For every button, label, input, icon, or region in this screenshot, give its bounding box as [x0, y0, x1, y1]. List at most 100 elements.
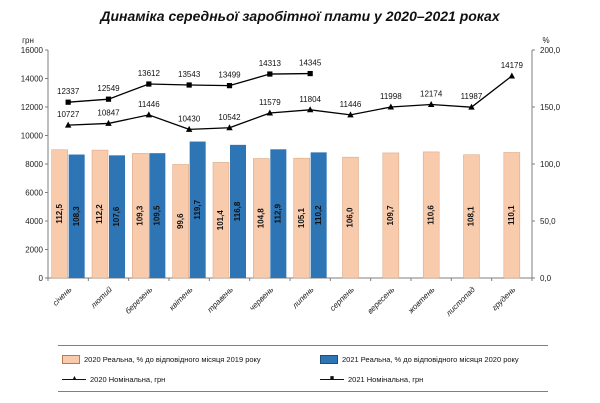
- y-right-tick-label: 0,0: [540, 274, 552, 283]
- x-tick-label: лютий: [88, 285, 114, 311]
- bar-label-2020-4: 101,4: [216, 210, 225, 231]
- line-point-2021-6: [307, 70, 313, 77]
- line-point-2020-7: [347, 111, 354, 118]
- line-point-2020-2: [145, 111, 153, 118]
- bar-label-2020-0: 112,5: [55, 204, 64, 224]
- line-label-2021-5: 14313: [259, 59, 282, 68]
- x-tick-label: жовтень: [406, 285, 437, 316]
- line-series-2020: [68, 75, 513, 131]
- line-point-2020-4: [226, 124, 233, 131]
- y-left-tick-label: 14000: [21, 75, 44, 84]
- bar-2021-0: [68, 154, 85, 278]
- legend-swatch-bar-2021: [320, 354, 338, 364]
- bar-2021-6: [310, 152, 327, 278]
- x-tick-label: листопад: [443, 285, 477, 319]
- y-left-tick-label: 8000: [25, 160, 43, 169]
- y-left-unit: грн: [22, 36, 34, 45]
- line-label-2020-4: 10542: [218, 113, 241, 122]
- y-left-tick-label: 10000: [21, 132, 44, 141]
- legend-label-line-2021: 2021 Номінальна, грн: [348, 374, 424, 384]
- x-tick-label: березень: [124, 285, 155, 316]
- line-label-2020-1: 10847: [97, 108, 120, 117]
- line-label-2021-1: 12549: [97, 84, 120, 93]
- line-point-2020-8: [387, 103, 395, 110]
- legend-top-rule: [58, 345, 548, 346]
- line-point-2021-2: [146, 81, 152, 87]
- legend-bottom-rule: [58, 391, 548, 392]
- bar-2020-11: [503, 152, 521, 279]
- line-point-2020-3: [185, 125, 193, 132]
- bar-label-2021-2: 109,5: [152, 205, 161, 226]
- x-tick-label: серпень: [328, 285, 356, 313]
- x-tick-label: червень: [248, 285, 276, 313]
- bar-label-2020-3: 99,6: [176, 213, 185, 229]
- bar-label-2020-11: 110,1: [507, 205, 516, 225]
- bar-label-2020-8: 109,7: [386, 205, 395, 226]
- bar-label-2020-7: 106,0: [346, 207, 355, 228]
- line-point-2021-1: [105, 96, 112, 102]
- y-left-tick-label: 0: [39, 274, 44, 283]
- y-right-tick-label: 50,0: [540, 217, 556, 226]
- y-left-tick-label: 4000: [25, 217, 43, 226]
- bar-label-2021-4: 116,8: [233, 201, 242, 221]
- bar-2021-1: [109, 155, 125, 278]
- bar-2020-7: [342, 156, 359, 279]
- bar-label-2020-1: 112,2: [95, 204, 104, 224]
- legend-swatch-line-2020: ▲: [62, 375, 86, 383]
- line-point-2021-5: [267, 71, 273, 77]
- line-label-2021-3: 13543: [178, 70, 201, 79]
- legend-item-line-2021: ■ 2021 Номінальна, грн: [320, 371, 423, 387]
- y-left-tick-label: 12000: [21, 103, 44, 112]
- bar-label-2020-9: 110,6: [426, 205, 435, 225]
- line-label-2021-6: 14345: [299, 59, 322, 68]
- bar-2020-6: [293, 157, 310, 279]
- legend: 2020 Реальна, % до відповідного місяця 2…: [58, 345, 548, 393]
- bar-label-2021-0: 108,3: [72, 206, 81, 227]
- legend-item-bar-2021: 2021 Реальна, % до відповідного місяця 2…: [320, 351, 519, 367]
- x-tick-label: квітень: [167, 285, 194, 312]
- y-left-tick-label: 6000: [25, 189, 43, 198]
- line-point-2020-1: [105, 119, 112, 126]
- bar-label-2020-2: 109,3: [135, 205, 144, 226]
- line-label-2020-10: 11987: [461, 92, 483, 101]
- y-left-tick-label: 16000: [21, 46, 44, 55]
- bar-2021-5: [270, 149, 287, 278]
- line-point-2021-0: [65, 99, 71, 105]
- line-point-2020-9: [427, 101, 435, 108]
- line-label-2020-9: 12174: [420, 90, 443, 99]
- bar-2020-2: [132, 153, 149, 279]
- y-right-unit: %: [542, 36, 549, 45]
- bar-label-2021-6: 110,2: [314, 205, 323, 225]
- line-label-2021-0: 12337: [57, 87, 80, 96]
- legend-swatch-line-2021: ■: [320, 375, 344, 383]
- legend-item-line-2020: ▲ 2020 Номінальна, грн: [62, 371, 165, 387]
- bar-label-2020-5: 104,8: [256, 208, 265, 229]
- legend-label-bar-2020: 2020 Реальна, % до відповідного місяця 2…: [84, 354, 261, 364]
- line-point-2020-11: [508, 72, 516, 79]
- x-tick-label: липень: [290, 285, 316, 311]
- y-left-tick-label: 2000: [25, 246, 43, 255]
- line-point-2020-10: [468, 103, 475, 110]
- y-right-tick-label: 200,0: [540, 46, 561, 55]
- line-point-2020-0: [64, 121, 72, 128]
- legend-label-line-2020: 2020 Номінальна, грн: [90, 374, 166, 384]
- chart-title: Динаміка середньої заробітної плати у 20…: [100, 8, 500, 24]
- bar-label-2020-6: 105,1: [297, 208, 306, 229]
- bar-2021-4: [230, 144, 246, 278]
- bar-2020-8: [382, 152, 400, 279]
- x-tick-label: вересень: [366, 285, 397, 316]
- line-label-2021-2: 13612: [138, 69, 161, 78]
- y-right-tick-label: 150,0: [540, 103, 561, 112]
- line-point-2020-5: [266, 109, 274, 116]
- x-tick-label: січень: [51, 285, 74, 308]
- bar-2020-1: [91, 149, 109, 279]
- legend-item-bar-2020: 2020 Реальна, % до відповідного місяця 2…: [62, 351, 261, 367]
- x-tick-label: травень: [206, 285, 235, 314]
- bar-2020-9: [422, 151, 440, 279]
- legend-label-bar-2021: 2021 Реальна, % до відповідного місяця 2…: [342, 354, 519, 364]
- line-label-2020-3: 10430: [178, 114, 201, 123]
- bar-2021-2: [149, 153, 166, 278]
- line-label-2020-7: 11446: [340, 100, 362, 109]
- line-point-2021-4: [226, 83, 233, 89]
